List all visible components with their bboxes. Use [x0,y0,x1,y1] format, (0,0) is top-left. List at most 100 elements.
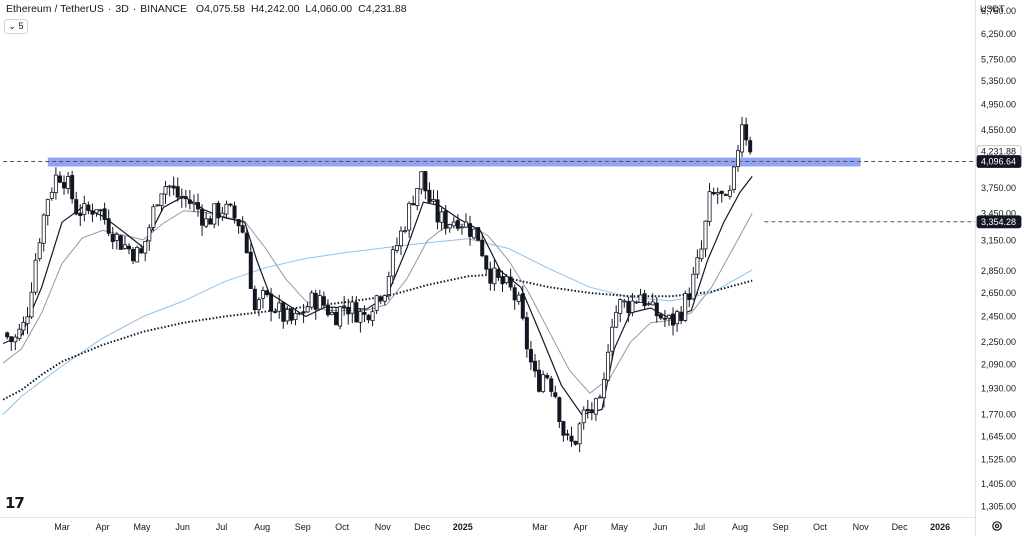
candle-body [500,276,505,285]
candle-body [573,440,578,445]
price-badge-label: 3,354.28 [981,217,1016,227]
candle-body [740,124,745,153]
candle-body [427,189,432,203]
candle-body [285,309,290,322]
candle-body [642,293,647,307]
time-tick-label: Sep [295,522,311,532]
candle-body [707,191,712,222]
gear-icon[interactable] [990,519,1004,533]
candle-body [49,191,54,199]
plot-area [2,116,975,453]
price-tick-label: 5,750.00 [981,54,1016,64]
candle-body [163,186,168,195]
candle-body [289,308,294,321]
candle-body [281,302,286,322]
candle-body [561,421,566,436]
candle-body [695,257,700,275]
candle-body [216,202,221,219]
tradingview-logo[interactable]: 17 [5,494,25,512]
candle-body [455,220,460,229]
candle-body [622,300,627,303]
resistance-zone [47,157,861,167]
candle-body [224,203,229,215]
candle-body [463,221,468,228]
candle-body [532,360,537,372]
candle-body [29,291,34,318]
currency-unit[interactable]: USDT [980,4,1005,14]
candle-body [439,211,444,223]
candle-body [549,378,554,392]
price-tick-label: 4,550.00 [981,125,1016,135]
indicators-collapse-button[interactable]: ⌄ 5 [4,19,28,34]
time-axis[interactable] [0,517,975,536]
candle-body [508,276,513,288]
symbol-header: Ethereum / TetherUS · 3D · BINANCE O4,075.58… [6,3,407,15]
price-tick-label: 1,405.00 [981,479,1016,489]
price-axis[interactable] [975,0,1024,535]
candle-body [520,293,525,319]
candle-body [37,242,42,260]
candle-body [305,306,310,313]
price-tick-label: 1,305.00 [981,501,1016,511]
candle-body [62,182,67,189]
candle-body [179,196,184,199]
candle-body [70,175,75,200]
candle-body [658,314,663,319]
time-tick-label: Nov [853,522,870,532]
time-tick-label: Mar [54,522,70,532]
candle-body [248,251,253,289]
candle-body [240,225,245,233]
candle-body [597,396,602,399]
candle-body [541,374,546,392]
candle-body [309,292,314,308]
candle-body [435,199,440,223]
exchange-label: BINANCE [140,3,187,15]
candle-body [66,176,71,189]
candle-body [362,312,367,315]
candle-body [159,193,164,206]
candle-body [524,317,529,350]
candle-body [748,140,753,153]
candle-body [126,245,131,250]
candle-body [118,235,123,250]
candle-body [114,233,119,241]
candle-body [269,293,274,312]
candle-body [634,301,639,304]
candle-body [378,296,383,302]
candle-body [394,245,399,251]
price-tick-label: 2,650.00 [981,288,1016,298]
symbol-name[interactable]: Ethereum / TetherUS [6,3,104,15]
candle-body [735,150,740,167]
price-tick-label: 5,350.00 [981,76,1016,86]
price-tick-label: 2,250.00 [981,337,1016,347]
time-tick-label: Apr [573,522,587,532]
candle-body [325,304,330,316]
candle-body [167,185,172,188]
candle-body [476,227,481,241]
candle-body [265,290,270,296]
high-value: 4,242.00 [258,3,300,15]
ma-fast-line [2,176,753,416]
time-tick-label: Nov [375,522,392,532]
candle-body [106,218,111,234]
candle-body [191,201,196,205]
candle-body [374,295,379,311]
candle-body [719,190,724,194]
candle-body [411,203,416,206]
interval-label[interactable]: 3D [115,3,129,15]
time-tick-label: Dec [892,522,909,532]
candle-body [90,210,95,215]
candle-body [155,204,160,207]
candle-body [431,199,436,202]
candle-body [102,208,107,221]
candle-body [17,328,22,339]
candle-body [293,313,298,320]
time-tick-label: Oct [335,522,350,532]
candle-body [329,311,334,315]
time-tick-label: May [611,522,629,532]
price-badge [976,215,1022,229]
candle-body [5,332,10,338]
time-tick-label: Aug [732,522,748,532]
